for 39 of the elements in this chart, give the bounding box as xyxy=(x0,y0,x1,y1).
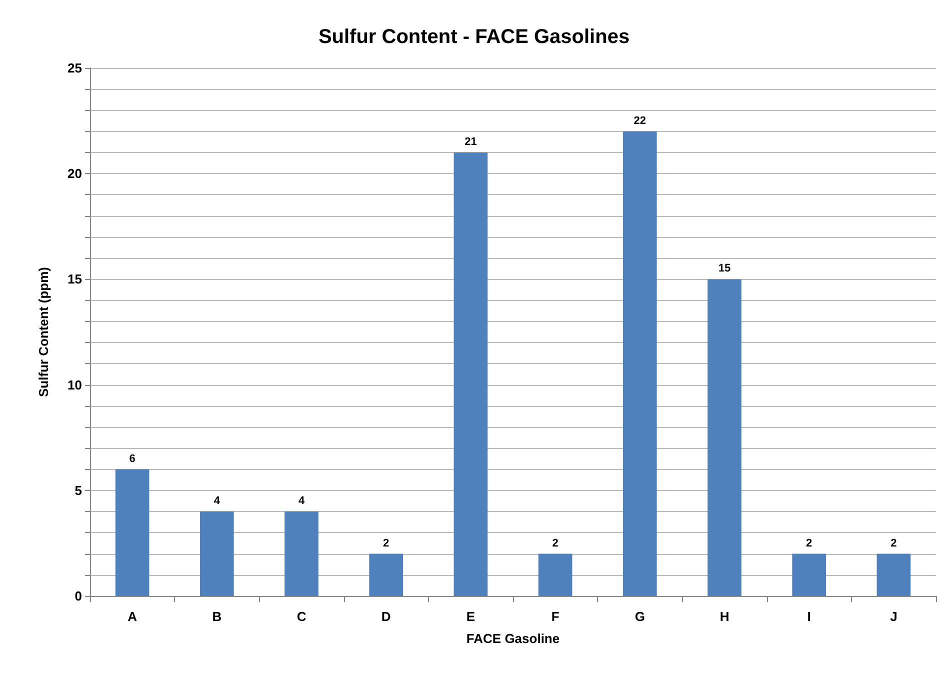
x-tick-label: H xyxy=(720,609,730,624)
x-tick-label: I xyxy=(807,609,811,624)
x-tick-label: E xyxy=(466,609,476,624)
x-tick-label: D xyxy=(381,609,391,624)
data-label: 21 xyxy=(464,136,477,148)
data-label: 4 xyxy=(298,495,306,508)
y-tick-label: 20 xyxy=(68,166,82,182)
x-tick-label: F xyxy=(551,609,560,624)
y-tick-label: 25 xyxy=(68,60,82,76)
data-label: 22 xyxy=(634,114,646,127)
y-axis-title: Sulfur Content (ppm) xyxy=(36,267,51,397)
bar xyxy=(284,512,318,596)
x-tick-label: G xyxy=(634,609,645,624)
data-label: 4 xyxy=(214,495,221,508)
data-label: 6 xyxy=(129,452,136,465)
bar xyxy=(622,131,657,596)
x-tick-label: J xyxy=(890,609,898,624)
x-tick-label: C xyxy=(296,609,307,624)
bar xyxy=(538,554,572,596)
y-tick-label: 15 xyxy=(68,272,82,287)
x-tick-label: B xyxy=(212,609,222,624)
data-label: 15 xyxy=(718,262,731,275)
data-label: 2 xyxy=(890,537,897,550)
bar xyxy=(708,279,742,596)
data-label: 2 xyxy=(552,537,558,550)
chart-title: Sulfur Content - FACE Gasolines xyxy=(318,26,630,48)
y-tick-label: 0 xyxy=(74,588,82,604)
bar xyxy=(454,152,488,596)
bar xyxy=(200,512,234,596)
x-tick-label: A xyxy=(128,609,138,624)
bar xyxy=(792,554,826,596)
y-tick-label: 5 xyxy=(74,482,82,498)
bar xyxy=(876,554,911,596)
data-label: 2 xyxy=(383,537,390,550)
x-axis-title: FACE Gasoline xyxy=(466,631,560,646)
bar xyxy=(369,554,404,596)
bar xyxy=(115,469,150,596)
data-label: 2 xyxy=(806,537,812,550)
y-tick-label: 10 xyxy=(68,377,82,392)
